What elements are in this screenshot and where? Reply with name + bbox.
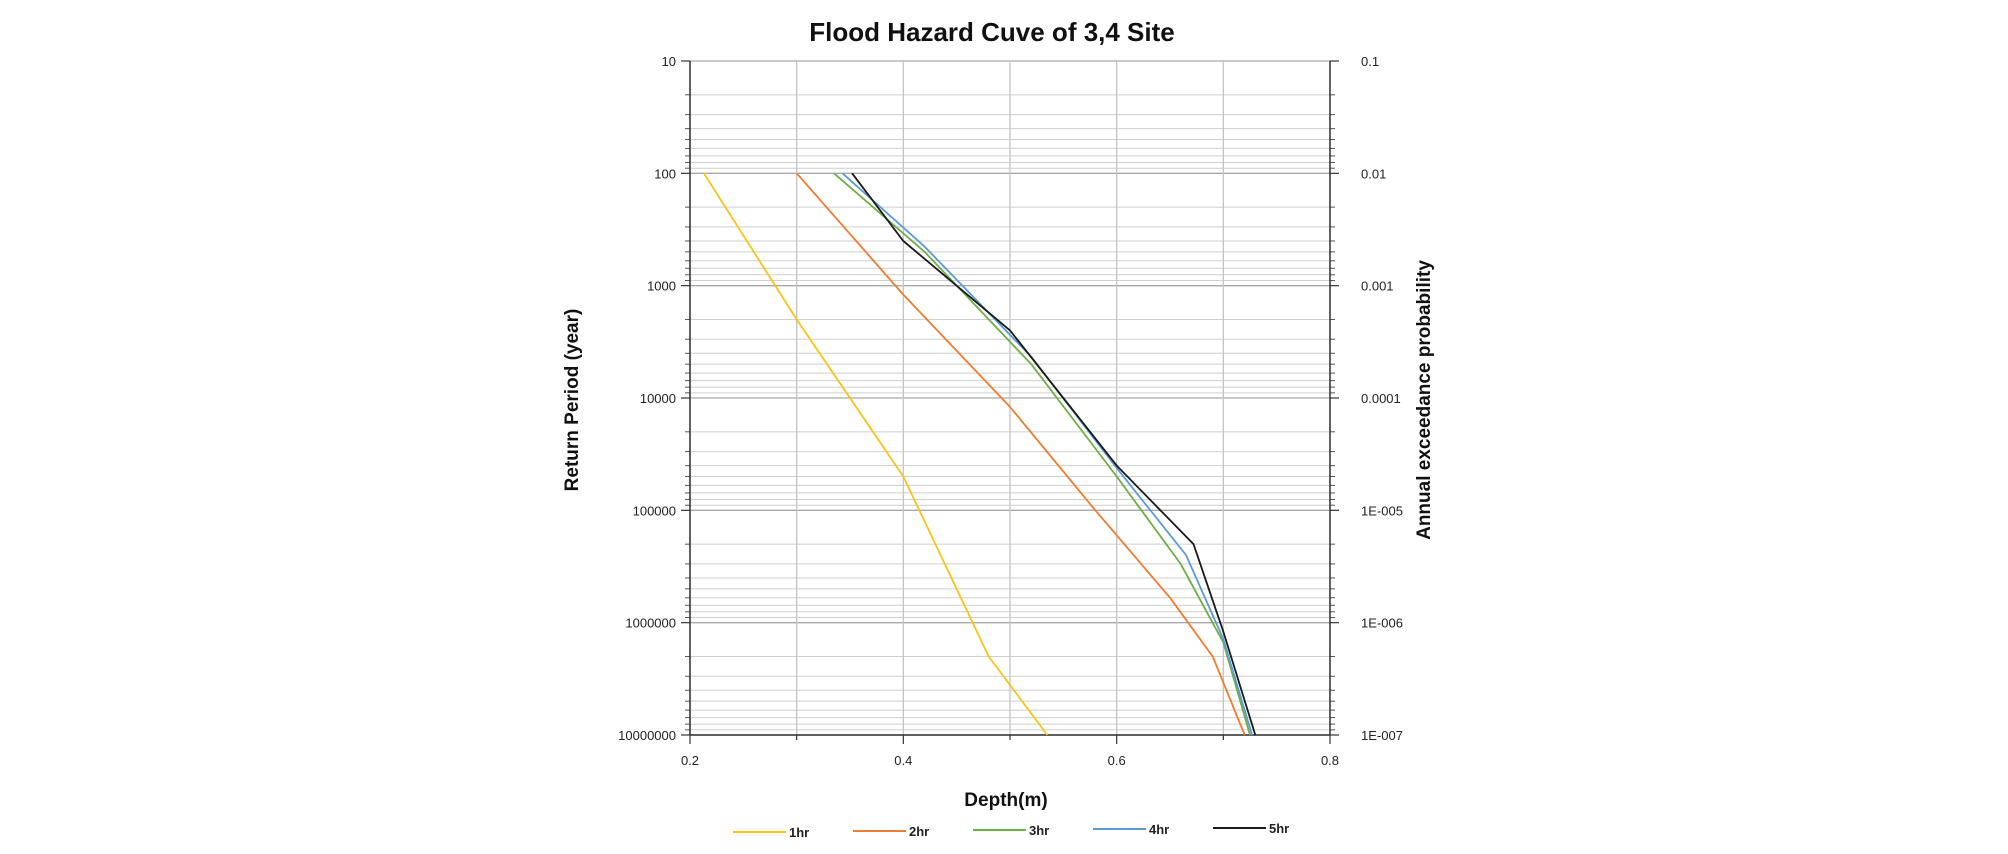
axes — [681, 60, 1339, 744]
y-tick-label: 10000 — [640, 391, 676, 406]
x-axis-label: Depth(m) — [964, 790, 1047, 811]
legend: 1hr 2hr 3hr 4hr 5hr — [733, 821, 1289, 840]
series-line-1hr — [703, 172, 1049, 736]
y-axis-label: Return Period (year) — [562, 309, 583, 492]
y-tick-label: 100 — [654, 166, 676, 181]
y2-tick-label: 0.01 — [1361, 166, 1386, 181]
legend-label-4hr: 4hr — [1149, 822, 1169, 837]
x-tick-label: 0.8 — [1321, 753, 1339, 768]
series-line-3hr — [833, 172, 1251, 736]
series-line-4hr — [841, 172, 1253, 736]
y2-tick-label: 0.0001 — [1361, 391, 1401, 406]
y-tick-label: 100000 — [633, 503, 676, 518]
y2-tick-label: 0.1 — [1361, 54, 1379, 69]
x-tick-label: 0.2 — [681, 753, 699, 768]
legend-label-5hr: 5hr — [1269, 821, 1289, 836]
legend-label-2hr: 2hr — [909, 824, 929, 839]
y2-tick-label: 1E-006 — [1361, 616, 1403, 631]
legend-label-3hr: 3hr — [1029, 823, 1049, 838]
y-tick-label: 1000000 — [625, 616, 676, 631]
tick-labels: 10 100 1000 10000 100000 1000000 10000000 0.1 0.… — [618, 54, 1403, 768]
y-tick-label: 10 — [662, 54, 676, 69]
legend-label-1hr: 1hr — [789, 825, 809, 840]
y2-tick-label: 0.001 — [1361, 279, 1394, 294]
x-tick-label: 0.6 — [1108, 753, 1126, 768]
y2-axis-label: Annual exceedance probability — [1414, 260, 1435, 540]
chart-title: Flood Hazard Cuve of 3,4 Site — [809, 17, 1175, 47]
series-line-5hr — [851, 172, 1257, 736]
y-tick-label: 1000 — [647, 279, 676, 294]
series-lines — [703, 172, 1257, 736]
series-line-2hr — [796, 172, 1246, 736]
y2-tick-label: 1E-005 — [1361, 503, 1403, 518]
x-tick-label: 0.4 — [894, 753, 912, 768]
y-tick-label: 10000000 — [618, 728, 676, 743]
y2-tick-label: 1E-007 — [1361, 728, 1403, 743]
